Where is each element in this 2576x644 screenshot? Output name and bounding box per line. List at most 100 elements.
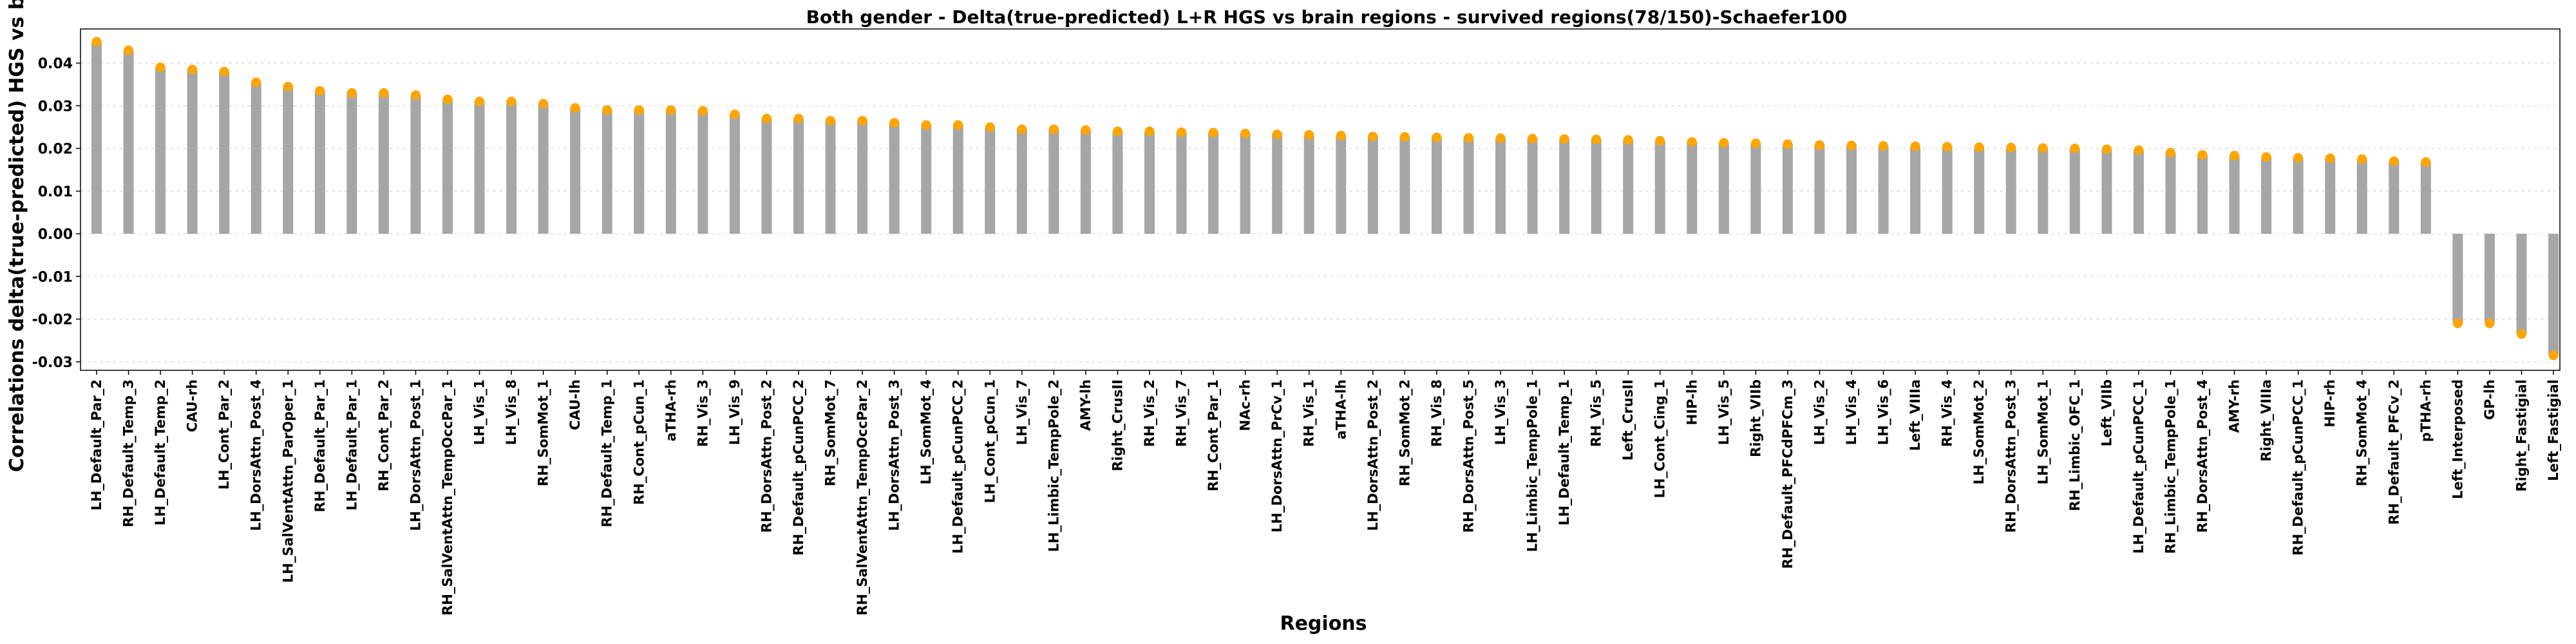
x-tick-label: Right_VIIb: [1748, 379, 1763, 457]
bar: [889, 122, 900, 234]
bar: [1080, 130, 1091, 234]
data-point: [1783, 139, 1793, 149]
data-point: [1240, 128, 1251, 138]
x-tick-label: CAU-lh: [567, 379, 583, 430]
bar: [2484, 234, 2495, 324]
x-tick-label: LH_Cont_Par_2: [216, 379, 232, 489]
chart-title: Both gender - Delta(true-predicted) L+R …: [806, 6, 1848, 28]
x-tick-label: RH_Default_pCunPCC_2: [791, 379, 806, 556]
data-point: [634, 105, 644, 115]
bar: [952, 125, 963, 234]
x-tick-label: RH_SomMot_7: [823, 379, 838, 486]
x-tick-label: LH_SalVentAttn_ParOper_1: [280, 379, 296, 583]
x-tick-label: RH_Vis_3: [695, 379, 710, 447]
y-axis-label: Correlations delta(true-predicted) HGS v…: [6, 0, 28, 472]
x-tick-label: RH_Vis_5: [1589, 379, 1604, 447]
data-point: [889, 118, 900, 128]
x-tick-label: Left_Interposed: [2450, 379, 2465, 499]
x-tick-label: RH_SalVentAttn_TempOccPar_2: [855, 379, 870, 616]
data-point: [1591, 135, 1602, 145]
x-tick-label: RH_Vis_2: [1142, 379, 1157, 447]
bar: [1591, 139, 1602, 234]
x-tick-label: RH_Default_PFCv_2: [2386, 379, 2401, 525]
bar: [729, 114, 740, 234]
data-point: [1655, 136, 1665, 146]
x-tick-label: LH_SomMot_2: [1971, 379, 1987, 484]
x-tick-label: HIP-lh: [1684, 379, 1700, 425]
bar: [187, 69, 198, 234]
data-point: [1814, 140, 1824, 150]
y-tick-label: 0.00: [38, 227, 73, 243]
bar: [442, 99, 453, 234]
x-tick-label: RH_Default_Temp_3: [121, 379, 137, 527]
x-tick-label: Left_CrusII: [1620, 379, 1636, 460]
data-point: [2165, 147, 2175, 158]
x-tick-label: RH_Vis_8: [1429, 379, 1444, 447]
bar: [2452, 234, 2463, 324]
x-tick-label: LH_Cont_Cing_1: [1653, 379, 1668, 498]
x-tick-label: RH_SomMot_2: [1397, 379, 1412, 486]
bar: [697, 111, 708, 234]
data-point: [346, 88, 357, 98]
data-point: [2101, 144, 2112, 155]
data-point: [1463, 133, 1473, 143]
x-tick-label: RH_Vis_1: [1302, 379, 1317, 447]
data-point: [1846, 140, 1857, 151]
bar: [1654, 140, 1665, 234]
x-tick-label: LH_Limbic_TempPole_1: [1525, 379, 1540, 552]
x-tick-label: LH_SomMot_4: [918, 379, 934, 484]
data-point: [2325, 153, 2335, 164]
data-point: [442, 94, 453, 104]
x-axis-label: Regions: [1280, 612, 1367, 635]
data-point: [2293, 153, 2304, 163]
data-point: [793, 113, 804, 124]
y-tick-label: 0.04: [38, 56, 73, 72]
x-tick-label: RH_Default_Temp_1: [600, 379, 615, 527]
data-point: [155, 62, 166, 73]
x-tick-label: LH_Vis_3: [1493, 379, 1508, 445]
bar: [921, 125, 932, 234]
data-point: [730, 109, 740, 119]
x-tick-label: Left_VIIb: [2099, 379, 2114, 446]
bar: [1750, 143, 1761, 234]
bar: [1846, 145, 1857, 234]
bar: [761, 118, 772, 234]
x-tick-label: LH_Vis_8: [504, 379, 519, 445]
bar: [2548, 234, 2559, 355]
data-point: [2006, 142, 2016, 153]
x-tick-label: RH_DorsAttn_Post_5: [1461, 379, 1476, 533]
data-point: [921, 120, 931, 130]
bar: [378, 93, 389, 234]
x-tick-label: GP-lh: [2482, 379, 2497, 420]
x-tick-label: LH_Default_Temp_2: [153, 379, 168, 526]
bar: [1336, 135, 1347, 234]
bar: [1623, 140, 1634, 234]
x-tick-label: LH_Default_Temp_1: [1557, 379, 1572, 526]
data-point: [985, 122, 995, 132]
bar: [1399, 137, 1410, 234]
plot-frame: [80, 28, 2561, 371]
bar: [1272, 134, 1283, 234]
data-point: [1528, 133, 1538, 144]
data-point: [2548, 350, 2559, 361]
x-tick-label: pTHA-rh: [2418, 379, 2434, 442]
data-point: [1623, 135, 1633, 145]
bar: [1782, 144, 1793, 234]
bar: [825, 120, 836, 234]
data-point: [410, 90, 421, 100]
x-tick-label: RH_SomMot_4: [2354, 379, 2370, 486]
data-point: [697, 106, 708, 116]
bar: [1527, 138, 1538, 234]
x-tick-label: RH_Cont_Par_1: [1206, 379, 1221, 491]
x-tick-label: RH_Default_Par_1: [312, 379, 328, 512]
x-tick-label: LH_DorsAttn_Post_2: [1365, 379, 1381, 531]
x-tick-label: LH_DorsAttn_Post_3: [887, 379, 902, 531]
x-tick-label: LH_SomMot_1: [2035, 379, 2050, 484]
x-tick-label: HIP-rh: [2322, 379, 2338, 427]
x-tick-label: LH_Default_Par_1: [344, 379, 359, 511]
data-point: [1144, 126, 1155, 137]
data-point: [1304, 129, 1314, 140]
x-tick-label: Right_Fastigial: [2514, 379, 2529, 492]
bar: [1687, 142, 1698, 234]
x-tick-label: RH_DorsAttn_Post_3: [2003, 379, 2019, 533]
